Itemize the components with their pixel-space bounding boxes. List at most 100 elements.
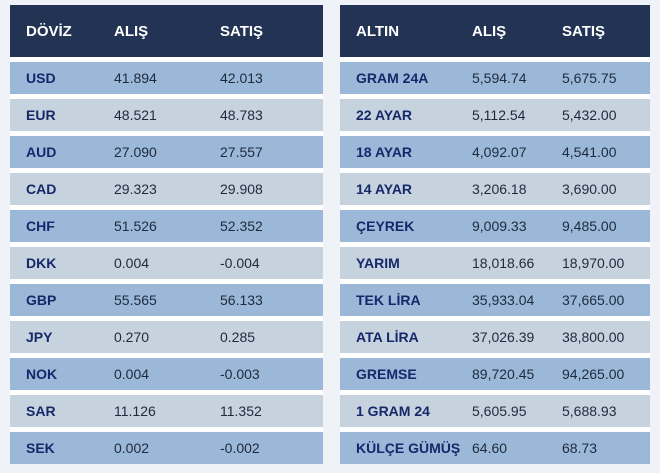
gold-sell-cell: 94,265.00 bbox=[562, 355, 650, 395]
currency-sell-cell: -0.004 bbox=[220, 244, 323, 284]
currency-name-cell: SAR bbox=[10, 392, 114, 432]
gold-row: 1 GRAM 24 5,605.95 5,688.93 bbox=[340, 392, 650, 432]
gold-row: 18 AYAR 4,092.07 4,541.00 bbox=[340, 133, 650, 173]
currency-row: SEK 0.002 -0.002 bbox=[10, 429, 323, 464]
currency-buy-cell: 0.002 bbox=[114, 429, 220, 464]
gold-rates-table: ALTIN ALIŞ SATIŞ GRAM 24A 5,594.74 5,675.7… bbox=[340, 5, 650, 464]
currency-sell-cell: 11.352 bbox=[220, 392, 323, 432]
currency-sell-cell: 56.133 bbox=[220, 281, 323, 321]
gold-name-cell: GREMSE bbox=[340, 355, 472, 395]
gold-row: GRAM 24A 5,594.74 5,675.75 bbox=[340, 59, 650, 99]
currency-name-cell: JPY bbox=[10, 318, 114, 358]
currency-name-cell: GBP bbox=[10, 281, 114, 321]
gold-name-cell: 1 GRAM 24 bbox=[340, 392, 472, 432]
gold-sell-cell: 3,690.00 bbox=[562, 170, 650, 210]
currency-name-cell: DKK bbox=[10, 244, 114, 284]
gold-buy-cell: 4,092.07 bbox=[472, 133, 562, 173]
currency-name-cell: USD bbox=[10, 59, 114, 99]
gold-row: ATA LİRA 37,026.39 38,800.00 bbox=[340, 318, 650, 358]
gold-sell-cell: 38,800.00 bbox=[562, 318, 650, 358]
currency-buy-cell: 48.521 bbox=[114, 96, 220, 136]
currency-row: CHF 51.526 52.352 bbox=[10, 207, 323, 247]
currency-sell-cell: 29.908 bbox=[220, 170, 323, 210]
gold-buy-column-header: ALIŞ bbox=[472, 5, 562, 62]
gold-sell-cell: 68.73 bbox=[562, 429, 650, 464]
gold-sell-cell: 5,688.93 bbox=[562, 392, 650, 432]
gold-name-cell: ÇEYREK bbox=[340, 207, 472, 247]
currency-rates-table: DÖVİZ ALIŞ SATIŞ USD 41.894 42.013 EUR 48.52… bbox=[10, 5, 323, 464]
currency-buy-cell: 0.004 bbox=[114, 355, 220, 395]
gold-row: 22 AYAR 5,112.54 5,432.00 bbox=[340, 96, 650, 136]
gold-sell-column-header: SATIŞ bbox=[562, 5, 650, 62]
gold-buy-cell: 37,026.39 bbox=[472, 318, 562, 358]
gold-name-cell: TEK LİRA bbox=[340, 281, 472, 321]
gold-buy-cell: 35,933.04 bbox=[472, 281, 562, 321]
gold-name-cell: YARIM bbox=[340, 244, 472, 284]
currency-sell-cell: 52.352 bbox=[220, 207, 323, 247]
gold-sell-cell: 4,541.00 bbox=[562, 133, 650, 173]
currency-sell-cell: 42.013 bbox=[220, 59, 323, 99]
gold-name-cell: 22 AYAR bbox=[340, 96, 472, 136]
currency-row: USD 41.894 42.013 bbox=[10, 59, 323, 99]
currency-name-cell: CHF bbox=[10, 207, 114, 247]
currency-buy-cell: 29.323 bbox=[114, 170, 220, 210]
currency-buy-cell: 41.894 bbox=[114, 59, 220, 99]
currency-rates-panel: DÖVİZ ALIŞ SATIŞ USD 41.894 42.013 EUR 48.52… bbox=[10, 5, 323, 464]
gold-sell-cell: 18,970.00 bbox=[562, 244, 650, 284]
gold-column-header: ALTIN bbox=[340, 5, 472, 62]
currency-sell-column-header: SATIŞ bbox=[220, 5, 323, 62]
gold-buy-cell: 9,009.33 bbox=[472, 207, 562, 247]
currency-buy-cell: 0.004 bbox=[114, 244, 220, 284]
gold-header-row: ALTIN ALIŞ SATIŞ bbox=[340, 5, 650, 62]
gold-row: ÇEYREK 9,009.33 9,485.00 bbox=[340, 207, 650, 247]
currency-buy-cell: 55.565 bbox=[114, 281, 220, 321]
gold-buy-cell: 64.60 bbox=[472, 429, 562, 464]
gold-buy-cell: 18,018.66 bbox=[472, 244, 562, 284]
currency-sell-cell: -0.002 bbox=[220, 429, 323, 464]
gold-rates-panel: ALTIN ALIŞ SATIŞ GRAM 24A 5,594.74 5,675.7… bbox=[340, 5, 650, 464]
currency-buy-cell: 51.526 bbox=[114, 207, 220, 247]
currency-buy-cell: 27.090 bbox=[114, 133, 220, 173]
gold-name-cell: GRAM 24A bbox=[340, 59, 472, 99]
gold-sell-cell: 9,485.00 bbox=[562, 207, 650, 247]
currency-row: EUR 48.521 48.783 bbox=[10, 96, 323, 136]
currency-buy-cell: 11.126 bbox=[114, 392, 220, 432]
currency-name-cell: NOK bbox=[10, 355, 114, 395]
currency-name-cell: SEK bbox=[10, 429, 114, 464]
gold-sell-cell: 37,665.00 bbox=[562, 281, 650, 321]
currency-sell-cell: -0.003 bbox=[220, 355, 323, 395]
gold-sell-cell: 5,432.00 bbox=[562, 96, 650, 136]
gold-row: TEK LİRA 35,933.04 37,665.00 bbox=[340, 281, 650, 321]
currency-row: SAR 11.126 11.352 bbox=[10, 392, 323, 432]
gold-buy-cell: 5,605.95 bbox=[472, 392, 562, 432]
gold-name-cell: 18 AYAR bbox=[340, 133, 472, 173]
gold-name-cell: ATA LİRA bbox=[340, 318, 472, 358]
gold-buy-cell: 89,720.45 bbox=[472, 355, 562, 395]
gold-buy-cell: 5,112.54 bbox=[472, 96, 562, 136]
gold-buy-cell: 3,206.18 bbox=[472, 170, 562, 210]
currency-row: NOK 0.004 -0.003 bbox=[10, 355, 323, 395]
gold-sell-cell: 5,675.75 bbox=[562, 59, 650, 99]
currency-sell-cell: 27.557 bbox=[220, 133, 323, 173]
currency-row: DKK 0.004 -0.004 bbox=[10, 244, 323, 284]
gold-buy-cell: 5,594.74 bbox=[472, 59, 562, 99]
currency-row: CAD 29.323 29.908 bbox=[10, 170, 323, 210]
gold-row: 14 AYAR 3,206.18 3,690.00 bbox=[340, 170, 650, 210]
currency-name-cell: CAD bbox=[10, 170, 114, 210]
currency-column-header: DÖVİZ bbox=[10, 5, 114, 62]
currency-row: AUD 27.090 27.557 bbox=[10, 133, 323, 173]
gold-row: KÜLÇE GÜMÜŞ 64.60 68.73 bbox=[340, 429, 650, 464]
gold-name-cell: 14 AYAR bbox=[340, 170, 472, 210]
currency-header-row: DÖVİZ ALIŞ SATIŞ bbox=[10, 5, 323, 62]
currency-sell-cell: 48.783 bbox=[220, 96, 323, 136]
gold-row: GREMSE 89,720.45 94,265.00 bbox=[340, 355, 650, 395]
gold-row: YARIM 18,018.66 18,970.00 bbox=[340, 244, 650, 284]
currency-buy-cell: 0.270 bbox=[114, 318, 220, 358]
currency-row: GBP 55.565 56.133 bbox=[10, 281, 323, 321]
currency-row: JPY 0.270 0.285 bbox=[10, 318, 323, 358]
currency-name-cell: AUD bbox=[10, 133, 114, 173]
currency-buy-column-header: ALIŞ bbox=[114, 5, 220, 62]
currency-name-cell: EUR bbox=[10, 96, 114, 136]
gold-name-cell: KÜLÇE GÜMÜŞ bbox=[340, 429, 472, 464]
currency-sell-cell: 0.285 bbox=[220, 318, 323, 358]
